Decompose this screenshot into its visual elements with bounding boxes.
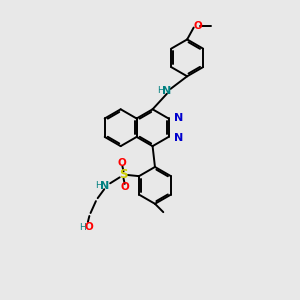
Text: O: O — [120, 182, 129, 192]
Text: H: H — [79, 223, 86, 232]
Text: H: H — [95, 182, 102, 190]
Text: O: O — [84, 222, 93, 232]
Text: N: N — [100, 181, 109, 191]
Text: N: N — [162, 86, 171, 96]
Text: N: N — [174, 112, 183, 123]
Text: H: H — [157, 86, 164, 95]
Text: O: O — [118, 158, 127, 168]
Text: S: S — [119, 169, 128, 182]
Text: O: O — [193, 21, 202, 32]
Text: N: N — [174, 133, 183, 142]
